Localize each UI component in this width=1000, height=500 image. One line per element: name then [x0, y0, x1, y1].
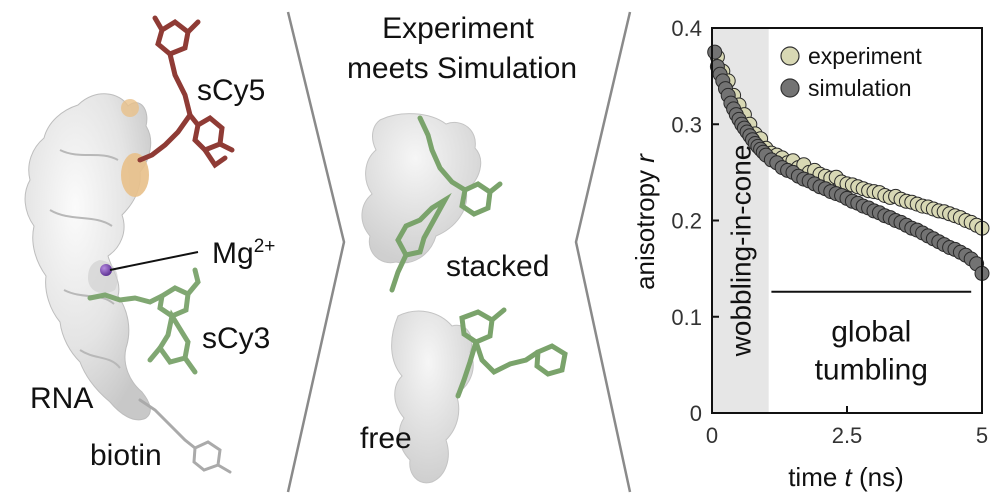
label-scy3: sCy3 — [202, 322, 270, 355]
x-axis-title-main: time — [788, 462, 844, 492]
scy5-dye-structure — [137, 15, 235, 169]
legend: experiment simulation — [780, 43, 922, 101]
label-scy5: sCy5 — [197, 74, 265, 107]
label-mg-charge: 2+ — [254, 236, 276, 257]
rna-groove — [49, 149, 121, 369]
y-tick-label-2: 0.2 — [671, 209, 702, 234]
free-dye-structure — [455, 307, 568, 399]
label-mg: Mg2+ — [212, 236, 275, 270]
center-title-line2: meets Simulation — [347, 52, 577, 85]
y-axis-title-var: r — [630, 153, 660, 163]
x-axis-title-unit: (ns) — [852, 462, 904, 492]
label-rna: RNA — [30, 382, 93, 415]
y-tick-label-4: 0.4 — [671, 16, 702, 41]
mg-pointer-line — [109, 251, 199, 271]
data-point-simulation-0 — [707, 44, 723, 60]
y-tick-label-0: 0 — [690, 401, 702, 426]
label-free: free — [360, 422, 412, 455]
accent-patch-top — [121, 99, 139, 117]
x-tick-label-1: 2.5 — [832, 423, 863, 448]
label-mg-symbol: Mg — [212, 237, 254, 270]
legend-label-simulation: simulation — [808, 75, 912, 101]
y-axis-title-main: anisotropy — [630, 163, 660, 290]
x-axis-title: time t (ns) — [788, 462, 904, 492]
label-global: global — [831, 316, 911, 349]
x-tick-label-2: 5 — [976, 423, 988, 448]
mg-ion — [100, 264, 112, 276]
x-axis-title-var: t — [845, 462, 854, 492]
anisotropy-chart: wobbling-in-cone 0 2.5 5 0 0.1 0.2 0.3 0.4 glob… — [630, 16, 990, 492]
left-panel: sCy5 Mg2+ sCy3 RNA biotin — [24, 15, 275, 474]
center-panel: Experiment meets Simulation stacked free — [347, 12, 577, 484]
label-wobbling-in-cone: wobbling-in-cone — [725, 145, 756, 358]
x-tick-label-0: 0 — [706, 423, 718, 448]
y-axis-title: anisotropy r — [630, 153, 660, 290]
label-biotin: biotin — [90, 439, 162, 472]
legend-label-experiment: experiment — [808, 43, 922, 69]
separator-right — [574, 11, 632, 493]
center-title-line1: Experiment — [382, 12, 534, 45]
axis-ticks: 0 2.5 5 0 0.1 0.2 0.3 0.4 — [671, 16, 988, 448]
data-points — [707, 44, 990, 281]
legend-marker-simulation — [780, 78, 800, 98]
accent-patch — [121, 153, 149, 197]
stacked-dye-structure — [389, 115, 503, 293]
rna-surface — [24, 93, 152, 421]
label-tumbling: tumbling — [815, 354, 928, 387]
y-tick-label-1: 0.1 — [671, 305, 702, 330]
free-rna-surface — [391, 310, 474, 484]
stacked-rna-surface — [361, 113, 482, 264]
y-tick-label-3: 0.3 — [671, 112, 702, 137]
biotin-linker — [138, 398, 232, 474]
scy3-dye-structure — [87, 267, 201, 375]
label-stacked: stacked — [446, 250, 549, 283]
legend-marker-experiment — [780, 46, 800, 66]
separator-left — [286, 11, 346, 493]
